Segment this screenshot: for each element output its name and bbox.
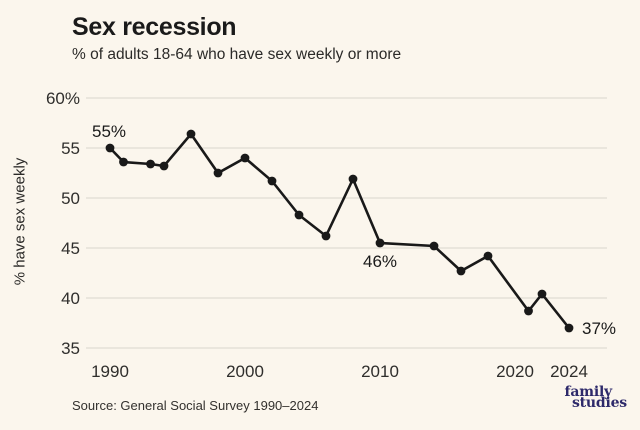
y-tick-label: 55 xyxy=(61,139,80,158)
y-tick-label: 50 xyxy=(61,189,80,208)
chart-title: Sex recession xyxy=(72,13,237,41)
data-point-2021 xyxy=(524,306,533,316)
source-note: Source: General Social Survey 1990–2024 xyxy=(72,398,319,413)
data-point-2000 xyxy=(240,153,250,163)
y-tick-label: 60% xyxy=(46,89,80,108)
family-studies-logo: family studies xyxy=(564,384,628,411)
x-tick-label: 1990 xyxy=(91,362,129,381)
data-point-1993 xyxy=(146,159,155,169)
data-point-1994 xyxy=(159,161,169,171)
data-point-2002 xyxy=(267,176,277,186)
y-tick-label: 45 xyxy=(61,239,80,258)
annotation-2010: 46% xyxy=(363,252,397,271)
data-point-2022 xyxy=(537,289,547,299)
data-point-2004 xyxy=(294,210,304,220)
data-point-2018 xyxy=(483,251,493,261)
chart-subtitle: % of adults 18-64 who have sex weekly or… xyxy=(72,46,402,63)
y-tick-label: 35 xyxy=(61,339,80,358)
data-point-2008 xyxy=(348,174,358,184)
logo-line-studies: studies xyxy=(571,394,627,411)
annotation-2024: 37% xyxy=(582,319,616,338)
data-point-1990 xyxy=(105,143,115,153)
x-tick-label: 2000 xyxy=(226,362,264,381)
x-tick-label: 2020 xyxy=(496,362,534,381)
logo-line-family: family xyxy=(564,384,613,400)
data-point-1991 xyxy=(119,157,128,167)
annotation-1990: 55% xyxy=(92,122,126,141)
y-tick-label: 40 xyxy=(61,289,80,308)
data-point-1996 xyxy=(186,129,196,139)
data-point-2016 xyxy=(456,266,466,276)
data-point-2010 xyxy=(375,238,385,248)
trend-line xyxy=(109,131,571,329)
data-point-2014 xyxy=(429,241,439,251)
data-point-1998 xyxy=(213,168,223,178)
x-tick-label: 2010 xyxy=(361,362,399,381)
data-point-2006 xyxy=(321,231,331,241)
data-point-2024 xyxy=(564,323,574,333)
x-tick-label: 2024 xyxy=(550,362,588,381)
